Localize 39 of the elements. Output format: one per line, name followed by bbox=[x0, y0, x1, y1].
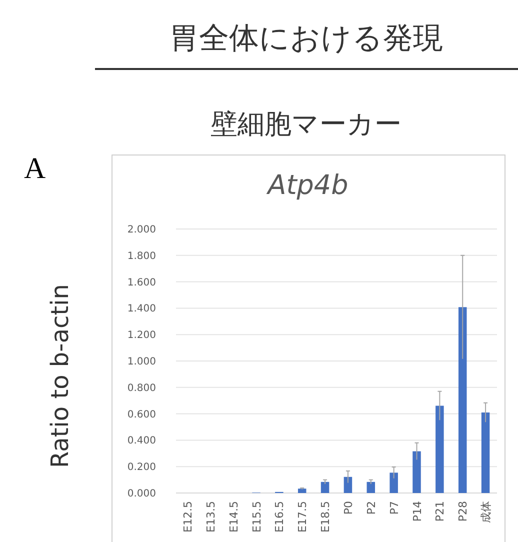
x-tick-label: E14.5 bbox=[227, 501, 240, 532]
y-tick-label: 0.800 bbox=[127, 382, 156, 394]
y-tick-label: 2.000 bbox=[127, 224, 156, 236]
bar bbox=[320, 482, 330, 493]
y-tick-label: 0.400 bbox=[127, 436, 156, 447]
y-tick-label: 1.400 bbox=[127, 304, 156, 315]
x-tick-label: P28 bbox=[456, 501, 470, 522]
y-axis-title: Ratio to b-actin bbox=[46, 284, 74, 468]
x-tick-label: 成体 bbox=[480, 501, 493, 523]
bar bbox=[366, 482, 376, 493]
bar bbox=[458, 307, 467, 493]
y-tick-label: 1.600 bbox=[127, 277, 156, 288]
bar bbox=[390, 472, 398, 493]
x-tick-label: E13.5 bbox=[204, 501, 218, 532]
bar bbox=[481, 412, 490, 493]
y-tick-label: 1.000 bbox=[127, 356, 156, 368]
x-tick-label: E17.5 bbox=[296, 501, 310, 532]
x-tick-label: P21 bbox=[434, 501, 447, 522]
x-tick-label: E12.5 bbox=[181, 501, 194, 532]
x-tick-label: P7 bbox=[388, 501, 401, 515]
bar bbox=[298, 488, 306, 493]
y-tick-label: 0.200 bbox=[127, 462, 156, 474]
text: A bbox=[24, 152, 46, 185]
x-tick-label: P2 bbox=[364, 501, 378, 515]
y-tick-label: 0.600 bbox=[127, 409, 156, 420]
y-tick-label: 0.000 bbox=[127, 488, 156, 500]
x-tick-label: E16.5 bbox=[273, 501, 286, 532]
bar bbox=[412, 451, 421, 493]
x-tick-label: P0 bbox=[342, 501, 355, 515]
y-tick-label: 1.800 bbox=[127, 250, 156, 262]
chart-title: Atp4b bbox=[266, 170, 348, 201]
y-tick-label: 1.200 bbox=[127, 330, 156, 342]
text: 壁細胞マーカー bbox=[210, 109, 402, 140]
x-tick-label: P14 bbox=[410, 501, 424, 522]
x-tick-label: E18.5 bbox=[319, 501, 332, 532]
x-tick-label: E15.5 bbox=[250, 501, 264, 532]
bar bbox=[344, 476, 352, 493]
text: 胃全体における発現 bbox=[169, 21, 443, 56]
bar bbox=[436, 406, 444, 493]
